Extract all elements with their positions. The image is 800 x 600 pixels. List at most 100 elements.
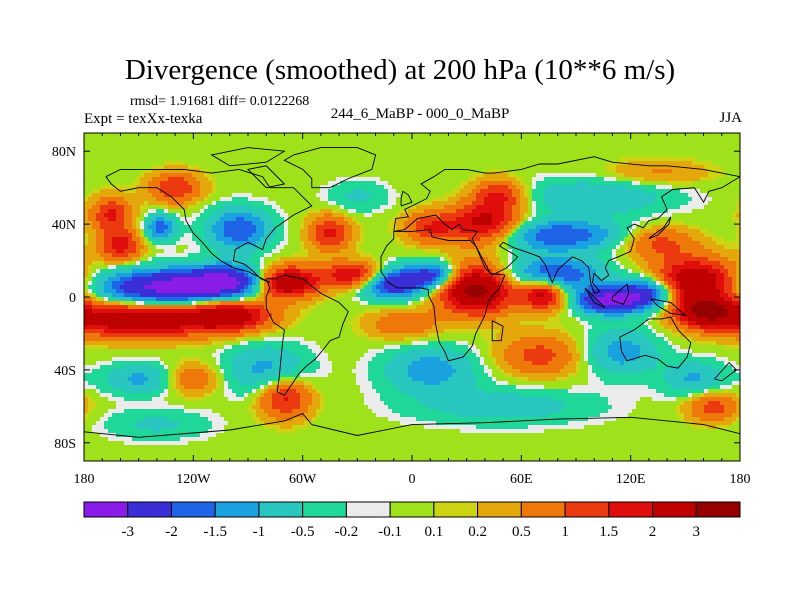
field-cell — [704, 237, 709, 242]
field-cell — [344, 193, 349, 198]
field-cell — [424, 201, 429, 206]
field-cell — [568, 173, 573, 178]
field-cell — [316, 221, 321, 226]
field-cell — [352, 237, 357, 242]
field-cell — [320, 209, 325, 214]
field-cell — [312, 245, 317, 250]
field-cell — [480, 145, 485, 150]
field-cell — [568, 153, 573, 158]
field-cell — [548, 225, 553, 230]
field-cell — [208, 193, 213, 198]
field-cell — [608, 173, 613, 178]
field-cell — [368, 209, 373, 214]
field-cell — [100, 253, 105, 258]
field-cell — [540, 153, 545, 158]
field-cell — [468, 133, 473, 138]
field-cell — [728, 249, 733, 254]
field-cell — [372, 193, 377, 198]
field-cell — [616, 133, 621, 138]
field-cell — [364, 237, 369, 242]
field-cell — [356, 153, 361, 158]
field-cell — [652, 189, 657, 194]
field-cell — [200, 237, 205, 242]
field-cell — [488, 141, 493, 146]
field-cell — [368, 177, 373, 182]
field-cell — [232, 241, 237, 246]
field-cell — [304, 133, 309, 138]
field-cell — [672, 145, 677, 150]
field-cell — [240, 161, 245, 166]
field-cell — [452, 229, 457, 234]
field-cell — [100, 229, 105, 234]
field-cell — [248, 205, 253, 210]
field-cell — [248, 149, 253, 154]
field-cell — [464, 137, 469, 142]
field-cell — [200, 145, 205, 150]
field-cell — [312, 229, 317, 234]
field-cell — [276, 141, 281, 146]
field-cell — [520, 229, 525, 234]
field-cell — [440, 185, 445, 190]
field-cell — [164, 153, 169, 158]
field-cell — [312, 249, 317, 254]
field-cell — [244, 209, 249, 214]
field-cell — [728, 205, 733, 210]
field-cell — [640, 213, 645, 218]
field-cell — [196, 141, 201, 146]
field-cell — [164, 213, 169, 218]
field-cell — [128, 141, 133, 146]
field-cell — [604, 165, 609, 170]
field-cell — [236, 169, 241, 174]
field-cell — [256, 225, 261, 230]
field-cell — [164, 253, 169, 258]
field-cell — [448, 153, 453, 158]
field-cell — [704, 149, 709, 154]
field-cell — [644, 241, 649, 246]
field-cell — [224, 181, 229, 186]
field-cell — [264, 201, 269, 206]
field-cell — [524, 209, 529, 214]
field-cell — [216, 169, 221, 174]
field-cell — [444, 169, 449, 174]
field-cell — [636, 241, 641, 246]
field-cell — [456, 165, 461, 170]
field-cell — [568, 237, 573, 242]
field-cell — [188, 181, 193, 186]
field-cell — [724, 133, 729, 138]
field-cell — [300, 185, 305, 190]
field-cell — [88, 157, 93, 162]
field-cell — [348, 225, 353, 230]
field-cell — [624, 237, 629, 242]
field-cell — [532, 177, 537, 182]
field-cell — [652, 177, 657, 182]
field-cell — [96, 205, 101, 210]
field-cell — [604, 201, 609, 206]
field-cell — [172, 237, 177, 242]
field-cell — [200, 137, 205, 142]
field-cell — [600, 249, 605, 254]
field-cell — [604, 241, 609, 246]
field-cell — [452, 245, 457, 250]
field-cell — [500, 177, 505, 182]
field-cell — [500, 161, 505, 166]
field-cell — [604, 245, 609, 250]
field-cell — [176, 205, 181, 210]
field-cell — [120, 233, 125, 238]
field-cell — [148, 165, 153, 170]
field-cell — [420, 141, 425, 146]
field-cell — [264, 241, 269, 246]
field-cell — [572, 249, 577, 254]
field-cell — [368, 137, 373, 142]
field-cell — [292, 221, 297, 226]
field-cell — [736, 237, 740, 242]
field-cell — [288, 141, 293, 146]
field-cell — [632, 205, 637, 210]
field-cell — [196, 225, 201, 230]
experiment-label: Expt = texXx-texka — [84, 111, 203, 127]
field-cell — [192, 181, 197, 186]
field-cell — [680, 145, 685, 150]
field-cell — [548, 221, 553, 226]
field-cell — [404, 233, 409, 238]
field-cell — [184, 245, 189, 250]
field-cell — [164, 225, 169, 230]
